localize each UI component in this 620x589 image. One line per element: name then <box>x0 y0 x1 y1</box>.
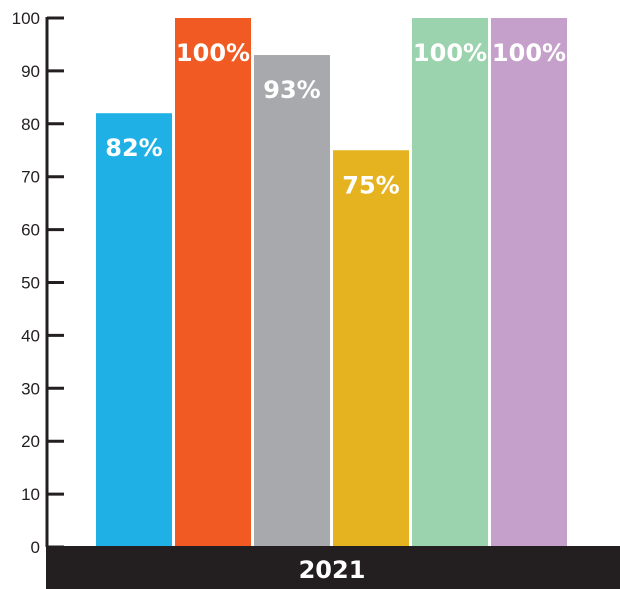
bar-value-label: 93% <box>263 76 320 104</box>
bar <box>333 150 409 547</box>
y-tick-label: 10 <box>21 485 40 504</box>
y-tick-label: 0 <box>31 538 40 557</box>
x-axis: 2021 <box>46 546 620 589</box>
y-tick-label: 80 <box>21 115 40 134</box>
y-tick-label: 30 <box>21 379 40 398</box>
bar <box>96 113 172 547</box>
y-axis: 0 10 20 30 40 50 60 70 80 90 100 <box>12 9 64 557</box>
bars: 82%100%93%75%100% 100% <box>96 18 567 547</box>
bar-value-label: 100% <box>413 39 487 67</box>
y-tick-label: 50 <box>21 274 40 293</box>
bar-value-label: 100% <box>492 39 566 67</box>
bar <box>254 55 330 547</box>
bar-value-label: 82% <box>105 134 162 162</box>
bar <box>175 18 251 547</box>
x-axis-band <box>46 546 620 589</box>
bar <box>491 18 567 547</box>
category-label: 2021 <box>299 556 366 584</box>
y-tick-label: 40 <box>21 326 40 345</box>
y-tick-label: 90 <box>21 62 40 81</box>
y-tick-label: 20 <box>21 432 40 451</box>
bar-value-label: 75% <box>342 171 399 199</box>
bar-value-label: 100% <box>176 39 250 67</box>
y-tick-label: 100 <box>12 9 40 28</box>
y-tick-label: 70 <box>21 168 40 187</box>
y-tick-label: 60 <box>21 221 40 240</box>
bar <box>412 18 488 547</box>
